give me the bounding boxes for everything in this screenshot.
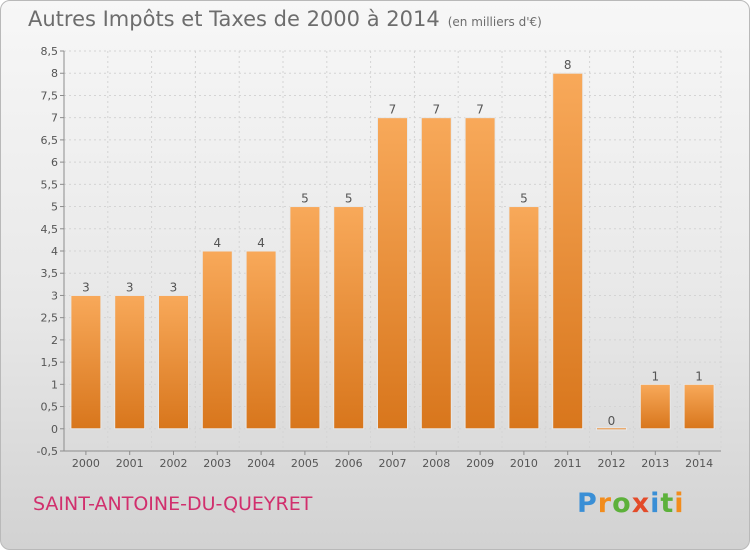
proxiti-logo[interactable]: Proxiti — [577, 488, 685, 519]
bar — [420, 117, 452, 430]
bar — [552, 72, 584, 430]
logo-letter: r — [597, 488, 613, 519]
bar — [333, 206, 365, 430]
bars — [70, 72, 715, 431]
data-label: 0 — [608, 414, 616, 428]
x-tick-label: 2008 — [422, 457, 450, 470]
logo-letter: P — [577, 488, 598, 519]
y-tick-label: 4,5 — [41, 223, 59, 236]
bar — [289, 206, 321, 430]
y-tick-label: 7 — [51, 112, 58, 125]
data-label: 3 — [126, 280, 134, 294]
data-label: 7 — [476, 103, 484, 117]
data-label: 5 — [520, 192, 528, 206]
x-tick-label: 2009 — [466, 457, 494, 470]
x-tick-label: 2014 — [685, 457, 713, 470]
x-tick-label: 2013 — [641, 457, 669, 470]
y-tick-label: 0 — [51, 423, 58, 436]
title-text: Autres Impôts et Taxes de 2000 à 2014 — [28, 7, 440, 31]
y-tick-label: 6,5 — [41, 134, 59, 147]
x-tick-label: 2011 — [554, 457, 582, 470]
x-tick-label: 2005 — [291, 457, 319, 470]
data-label: 1 — [651, 369, 659, 383]
logo-letter: t — [660, 488, 675, 519]
y-tick-label: 2 — [51, 334, 58, 347]
bar — [114, 294, 146, 430]
bar — [201, 250, 233, 430]
y-tick-label: 3,5 — [41, 267, 59, 280]
x-tick-label: 2007 — [379, 457, 407, 470]
x-tick-label: 2001 — [116, 457, 144, 470]
bar — [639, 383, 671, 430]
commune-name: SAINT-ANTOINE-DU-QUEYRET — [33, 493, 313, 515]
data-label: 8 — [564, 58, 572, 72]
y-tick-label: 7,5 — [41, 89, 59, 102]
y-tick-label: 8,5 — [41, 45, 59, 58]
title-unit: (en milliers d'€) — [447, 15, 542, 29]
logo-letter: x — [631, 488, 651, 519]
y-tick-label: 4 — [51, 245, 58, 258]
axes — [60, 50, 721, 455]
bar — [508, 206, 540, 430]
data-label: 7 — [389, 103, 397, 117]
y-tick-label: 5 — [51, 201, 58, 214]
logo-letter: i — [674, 488, 685, 519]
y-tick-label: -0,5 — [37, 445, 58, 458]
logo-letter: i — [650, 488, 661, 519]
bar — [70, 294, 102, 430]
data-label: 3 — [82, 280, 90, 294]
data-label: 5 — [345, 192, 353, 206]
data-label: 4 — [213, 236, 221, 250]
bar — [158, 294, 189, 430]
labels: -0,5 0 0,5 1 1,5 2 2,5 3 3,5 4 4,5 5 5,5 6 6,5 7 7,5 8 8,5… — [37, 45, 714, 470]
y-tick-label: 3 — [51, 289, 58, 302]
x-tick-label: 2000 — [72, 457, 100, 470]
x-tick-label: 2012 — [598, 457, 626, 470]
bar — [596, 427, 627, 431]
y-tick-label: 8 — [51, 67, 58, 80]
y-tick-label: 2,5 — [41, 312, 59, 325]
x-tick-label: 2006 — [335, 457, 363, 470]
bar — [464, 117, 496, 430]
y-tick-label: 5,5 — [41, 178, 59, 191]
data-label: 3 — [170, 280, 178, 294]
bar — [683, 383, 715, 430]
logo-letter: o — [612, 488, 632, 519]
y-tick-label: 0,5 — [41, 401, 59, 414]
data-label: 4 — [257, 236, 265, 250]
y-tick-label: 1,5 — [41, 356, 59, 369]
bar — [245, 250, 277, 430]
chart-title: Autres Impôts et Taxes de 2000 à 2014 (en… — [28, 7, 542, 31]
data-label: 1 — [695, 369, 703, 383]
y-tick-label: 1 — [51, 378, 58, 391]
data-label: 7 — [432, 103, 440, 117]
y-tick-label: 6 — [51, 156, 58, 169]
x-tick-label: 2010 — [510, 457, 538, 470]
x-tick-label: 2003 — [203, 457, 231, 470]
data-label: 5 — [301, 192, 309, 206]
x-tick-label: 2002 — [160, 457, 188, 470]
x-tick-label: 2004 — [247, 457, 275, 470]
bar — [377, 117, 408, 430]
